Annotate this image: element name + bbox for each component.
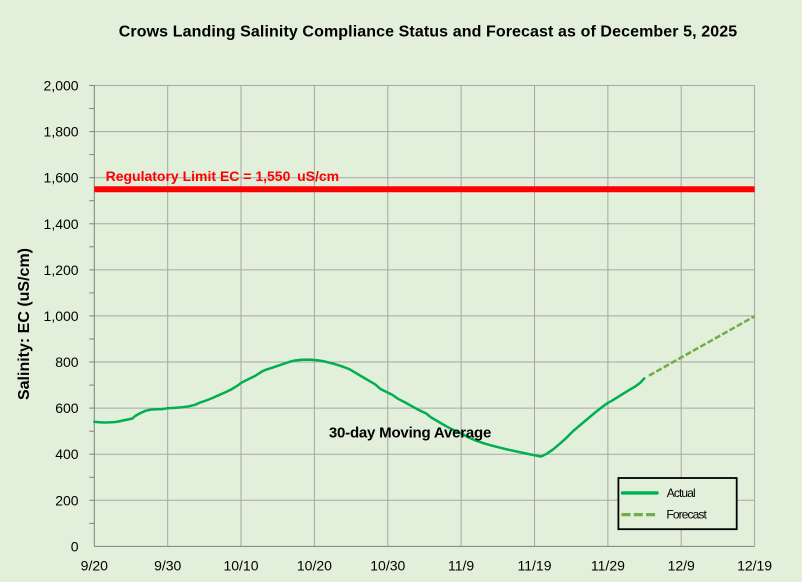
svg-text:9/20: 9/20 xyxy=(81,558,108,574)
svg-text:800: 800 xyxy=(55,354,79,370)
svg-text:Actual: Actual xyxy=(667,486,695,500)
svg-text:600: 600 xyxy=(55,400,79,416)
svg-text:0: 0 xyxy=(71,538,79,554)
svg-text:1,200: 1,200 xyxy=(44,262,79,278)
svg-text:1,800: 1,800 xyxy=(44,124,79,140)
svg-text:Forecast: Forecast xyxy=(666,508,707,522)
svg-text:400: 400 xyxy=(55,446,79,462)
svg-text:Salinity: EC (uS/cm): Salinity: EC (uS/cm) xyxy=(16,248,33,400)
svg-text:2,000: 2,000 xyxy=(44,78,79,94)
svg-text:Regulatory Limit EC = 1,550 u: Regulatory Limit EC = 1,550 uS/cm xyxy=(106,168,340,184)
svg-text:10/20: 10/20 xyxy=(297,558,332,574)
svg-text:11/29: 11/29 xyxy=(591,558,625,574)
svg-text:12/9: 12/9 xyxy=(668,558,695,574)
svg-text:12/19: 12/19 xyxy=(737,558,772,574)
svg-text:1,000: 1,000 xyxy=(44,308,79,324)
svg-text:11/9: 11/9 xyxy=(448,558,474,574)
svg-text:10/10: 10/10 xyxy=(223,558,258,574)
svg-text:9/30: 9/30 xyxy=(154,558,181,574)
svg-text:1,400: 1,400 xyxy=(44,216,79,232)
svg-text:200: 200 xyxy=(55,492,79,508)
svg-text:Crows Landing Salinity Complia: Crows Landing Salinity Compliance Status… xyxy=(119,24,737,41)
svg-text:10/30: 10/30 xyxy=(370,558,405,574)
svg-text:30-day Moving Average: 30-day Moving Average xyxy=(329,424,491,441)
svg-text:1,600: 1,600 xyxy=(44,170,79,186)
svg-text:11/19: 11/19 xyxy=(518,558,552,574)
